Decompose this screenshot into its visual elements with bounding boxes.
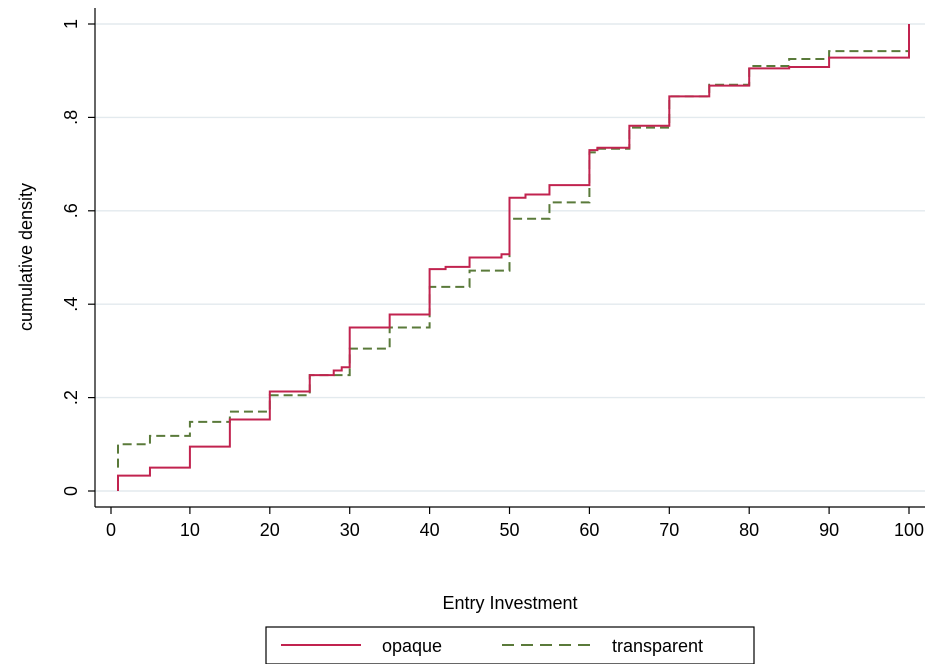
x-tick-label: 80 <box>739 520 759 540</box>
x-tick-label: 50 <box>499 520 519 540</box>
legend-label-opaque: opaque <box>382 636 442 656</box>
y-tick-label: .8 <box>61 110 81 125</box>
y-axis-title: cumulative density <box>16 183 36 331</box>
x-tick-label: 30 <box>340 520 360 540</box>
y-axis-ticks: 0 .2 .4 .6 .8 1 <box>61 19 95 496</box>
series-lines <box>117 24 910 491</box>
legend: opaque transparent <box>265 626 755 664</box>
x-axis-title: Entry Investment <box>442 593 577 613</box>
y-tick-label: .6 <box>61 203 81 218</box>
x-tick-label: 20 <box>260 520 280 540</box>
x-tick-label: 60 <box>579 520 599 540</box>
grid-lines <box>95 23 925 492</box>
x-tick-label: 90 <box>819 520 839 540</box>
x-axis-ticks: 0 10 20 30 40 50 60 70 80 90 100 <box>106 507 924 540</box>
series-line-transparent <box>117 48 910 468</box>
y-tick-label: .4 <box>61 297 81 312</box>
x-tick-label: 0 <box>106 520 116 540</box>
x-tick-label: 10 <box>180 520 200 540</box>
x-tick-label: 40 <box>420 520 440 540</box>
x-tick-label: 100 <box>894 520 924 540</box>
legend-label-transparent: transparent <box>612 636 703 656</box>
series-line-opaque <box>117 24 910 491</box>
x-tick-label: 70 <box>659 520 679 540</box>
axes: 0 10 20 30 40 50 60 70 80 90 100 0 .2 .4 .6 .8 1 <box>61 8 925 540</box>
y-tick-label: 1 <box>61 19 81 29</box>
y-tick-label: .2 <box>61 390 81 405</box>
y-tick-label: 0 <box>61 486 81 496</box>
